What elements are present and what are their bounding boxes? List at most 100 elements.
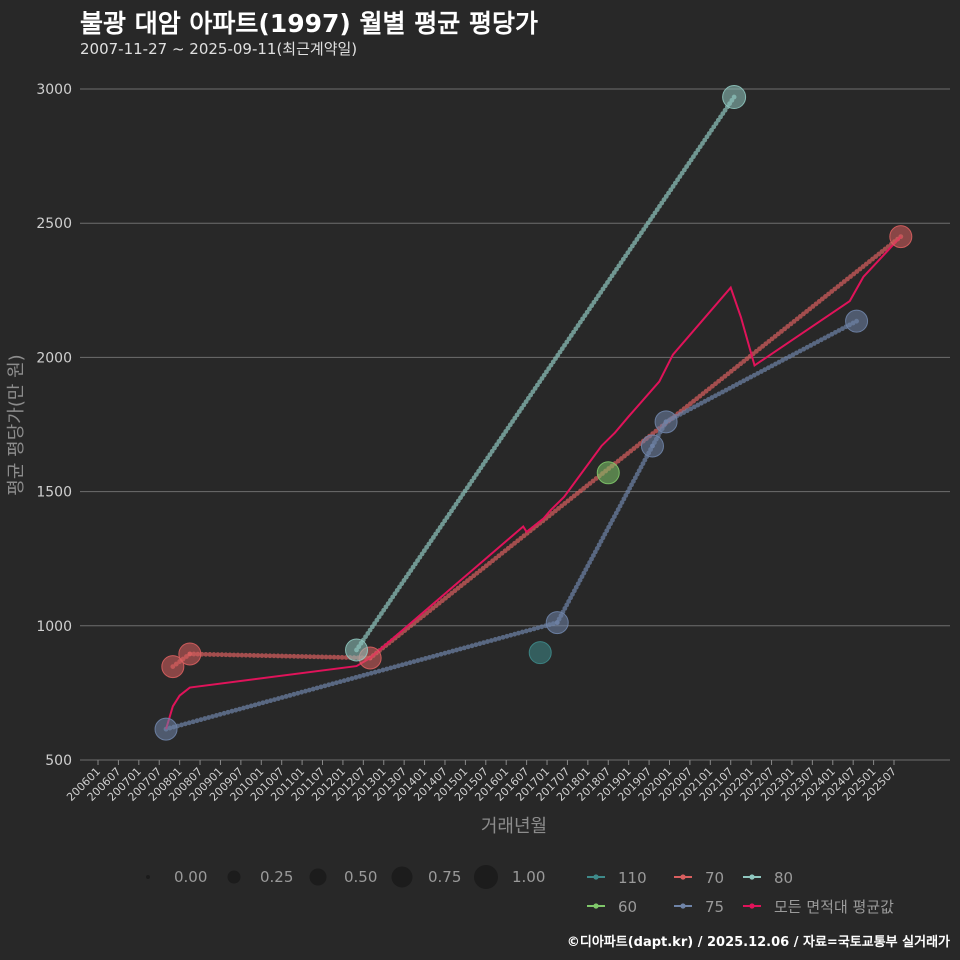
- trail-dot: [331, 654, 337, 660]
- trail-dot: [613, 510, 619, 516]
- chart-subtitle: 2007-11-27 ~ 2025-09-11(최근계약일): [80, 40, 358, 58]
- trail-dot: [183, 721, 188, 727]
- size-legend-label-0.50: 0.50: [344, 868, 377, 886]
- trail-dot: [203, 651, 209, 657]
- trail-dot: [287, 653, 293, 659]
- trail-dot: [755, 370, 761, 376]
- trail-dot: [454, 647, 459, 653]
- trail-dot: [469, 643, 475, 649]
- trail-dot: [339, 654, 345, 660]
- trail-dot: [419, 657, 425, 662]
- y-tick-500: 500: [45, 753, 72, 769]
- trail-dot: [311, 654, 317, 660]
- trail-dot: [577, 577, 583, 583]
- trail-dot: [585, 563, 591, 569]
- trail-dot: [769, 363, 775, 369]
- trail-dot: [327, 654, 333, 660]
- trail-dot: [776, 359, 782, 365]
- trail-dot: [636, 468, 642, 474]
- trail-dot: [241, 705, 246, 711]
- trail-dot: [562, 606, 568, 611]
- point-70-2008-04: [178, 642, 202, 666]
- trail-dot: [492, 637, 498, 642]
- trail-dot: [571, 588, 577, 594]
- trail-dot: [303, 654, 309, 659]
- trail-dot: [583, 567, 589, 572]
- trail-dot: [677, 411, 683, 417]
- trail-dot: [801, 346, 807, 352]
- trail-dot: [330, 681, 335, 687]
- trail-dot: [592, 549, 598, 555]
- trail-dot: [790, 352, 796, 358]
- trail-dot: [380, 667, 386, 673]
- point-110-2016-11: [528, 641, 552, 665]
- trail-dot: [248, 703, 254, 709]
- trail-dot: [619, 500, 625, 505]
- point-75-2019-08: [640, 434, 664, 458]
- trail-dot: [194, 718, 200, 724]
- series-trail-70-2: [367, 234, 904, 661]
- trail-dot: [512, 631, 518, 637]
- trail-dot: [255, 653, 261, 658]
- trail-dot: [299, 654, 305, 659]
- trail-dot: [423, 656, 428, 661]
- x-axis-title: 거래년월: [481, 816, 547, 837]
- trail-dot: [227, 652, 233, 658]
- trail-dot: [638, 464, 644, 470]
- trail-dot: [361, 672, 366, 678]
- trail-dot: [566, 598, 572, 604]
- trail-dot: [840, 326, 845, 332]
- trail-dot: [627, 485, 633, 491]
- trail-dot: [617, 503, 623, 509]
- series-trail-70-1: [187, 651, 373, 661]
- trail-dot: [430, 653, 436, 659]
- trail-dot: [691, 404, 697, 410]
- trail-dot: [388, 665, 394, 671]
- trail-dot: [594, 546, 600, 551]
- trail-dot: [706, 397, 711, 402]
- y-tick-2500: 2500: [36, 216, 72, 232]
- trail-dot: [519, 629, 525, 635]
- trail-dot: [247, 652, 253, 658]
- trail-dot: [836, 328, 842, 333]
- trail-dot: [744, 376, 750, 382]
- trail-dot: [403, 661, 409, 667]
- trail-dot: [315, 654, 321, 660]
- point-75-2024-08: [845, 309, 869, 333]
- trail-dot: [465, 644, 471, 650]
- trail-dot: [319, 654, 325, 660]
- trail-dot: [516, 630, 521, 636]
- trail-dot: [259, 653, 265, 658]
- trail-dot: [564, 602, 570, 608]
- trail-dot: [579, 574, 585, 580]
- trail-dot: [372, 669, 378, 675]
- trail-dot: [604, 528, 610, 534]
- trail-dot: [268, 698, 274, 704]
- size-legend: 0.00 0.25 0.50 0.75 1.00: [146, 865, 545, 889]
- trail-dot: [446, 649, 452, 655]
- trail-dot: [681, 410, 687, 415]
- trail-dot: [568, 595, 573, 601]
- trail-dot: [632, 475, 638, 481]
- trail-dot: [818, 337, 824, 343]
- trail-dot: [237, 706, 243, 712]
- trail-dot: [264, 699, 270, 705]
- trail-dot: [811, 341, 817, 346]
- trail-dot: [392, 664, 397, 670]
- trail-dot: [698, 400, 704, 406]
- trail-dot: [283, 653, 289, 659]
- trail-dot: [631, 478, 636, 484]
- size-legend-key-0.75: [391, 866, 413, 888]
- trail-dot: [213, 713, 219, 718]
- trail-dot: [190, 719, 196, 725]
- trail-dot: [808, 342, 814, 348]
- trail-dot: [229, 708, 235, 714]
- trail-dot: [640, 461, 646, 467]
- trail-dot: [291, 653, 297, 659]
- trail-dot: [610, 517, 615, 523]
- y-tick-1500: 1500: [36, 485, 72, 501]
- trail-dot: [357, 673, 363, 679]
- trail-dot: [508, 632, 514, 638]
- trail-dot: [608, 521, 613, 527]
